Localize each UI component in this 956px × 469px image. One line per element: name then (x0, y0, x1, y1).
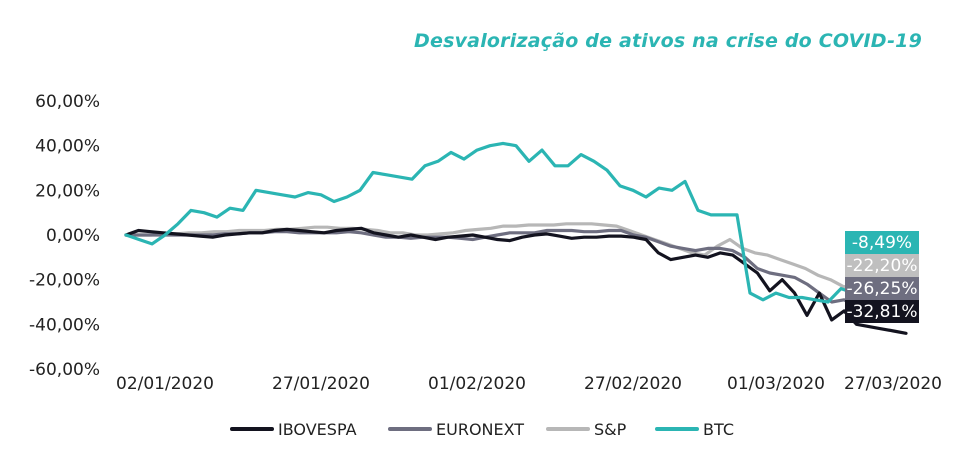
x-tick-label: 02/01/2020 (116, 374, 214, 394)
series-line-sp (124, 222, 908, 293)
series-lines (124, 141, 908, 335)
legend-label: EURONEXT (436, 420, 524, 439)
chart-title: Desvalorização de ativos na crise do COV… (414, 30, 922, 52)
legend-label: BTC (703, 420, 734, 439)
y-tick-label: 0,00% (46, 226, 100, 246)
legend: IBOVESPA EURONEXT S&P BTC (230, 420, 734, 439)
x-tick-label: 01/02/2020 (428, 374, 526, 394)
end-label-value: -8,49% (852, 233, 912, 253)
end-label-box (845, 254, 919, 277)
end-label-box (845, 277, 919, 300)
x-tick-label: 27/01/2020 (272, 374, 370, 394)
series-line-ibovespa (124, 226, 908, 335)
end-label-value: -22,20% (847, 256, 918, 276)
y-axis: 60,00% 40,00% 20,00% 0,00% -20,00% -40,00% -60… (29, 92, 100, 380)
x-tick-label: 27/03/2020 (844, 374, 942, 394)
end-label-box (845, 231, 919, 254)
y-tick-label: -60,00% (29, 360, 100, 380)
y-tick-label: 20,00% (35, 181, 100, 201)
x-axis: 02/01/2020 27/01/2020 01/02/2020 27/02/2020… (116, 374, 942, 394)
y-tick-label: 60,00% (35, 92, 100, 112)
y-tick-label: -20,00% (29, 271, 100, 291)
y-tick-label: -40,00% (29, 315, 100, 335)
end-label-box (845, 300, 919, 323)
x-tick-label: 01/03/2020 (727, 374, 825, 394)
end-label-value: -32,81% (847, 302, 918, 322)
legend-label: S&P (594, 420, 627, 439)
y-tick-label: 40,00% (35, 137, 100, 157)
series-line-btc (124, 141, 908, 304)
legend-label: IBOVESPA (278, 420, 357, 439)
end-labels: -8,49% -22,20% -26,25% -32,81% (845, 231, 919, 323)
x-tick-label: 27/02/2020 (584, 374, 682, 394)
end-label-value: -26,25% (847, 279, 918, 299)
